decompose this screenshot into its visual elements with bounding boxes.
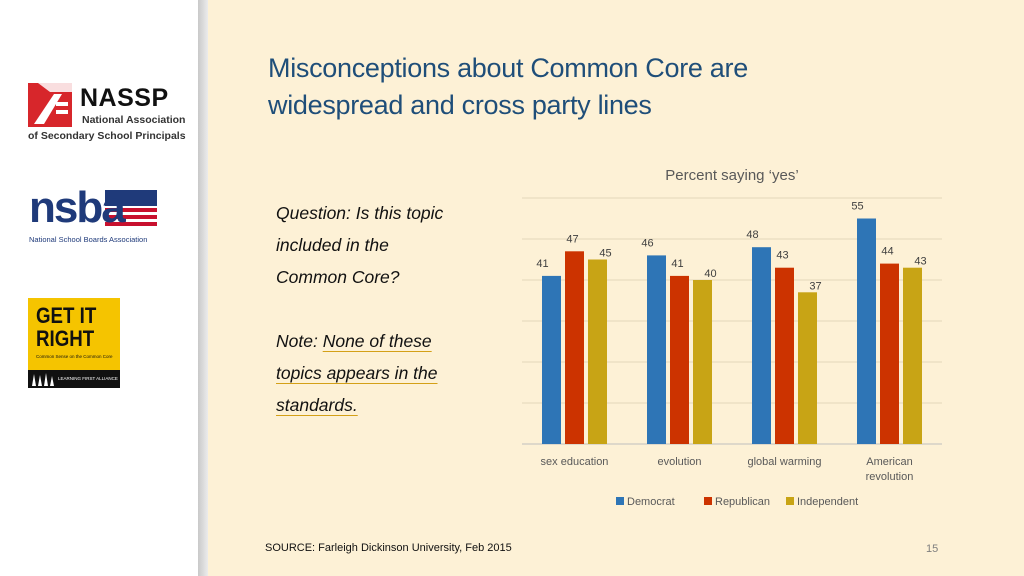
nsba-subtitle: National School Boards Association [29, 235, 148, 244]
source-note: SOURCE: Farleigh Dickinson University, F… [265, 542, 512, 554]
nassp-subtitle-1: National Association [82, 114, 186, 126]
data-label: 55 [851, 201, 863, 213]
note-underlined-3: standards. [276, 395, 358, 415]
question-text: Question: Is this topic included in the … [276, 197, 486, 293]
question-line: included in the [276, 235, 389, 255]
note-underlined-1: None of these [322, 331, 432, 351]
data-label: 43 [914, 256, 926, 268]
gir-subtitle: Common Sense on the Common Core [36, 354, 113, 359]
bar-republican [775, 267, 794, 444]
page-number: 15 [926, 543, 939, 555]
chart-title: Percent saying ‘yes’ [665, 167, 798, 184]
bar-republican [670, 275, 689, 444]
slide-title: Misconceptions about Common Core are wid… [268, 50, 908, 124]
bar-independent [693, 280, 712, 444]
gir-line-2: RIGHT [36, 326, 95, 351]
bar-independent [798, 292, 817, 444]
nsba-name: nsba [29, 183, 126, 232]
nassp-flag-icon [28, 83, 72, 127]
sidebar-divider [198, 0, 208, 576]
bar-independent [588, 259, 607, 444]
data-label: 41 [671, 258, 683, 270]
legend-label: Republican [715, 496, 770, 508]
category-label: sex education [541, 456, 609, 468]
gir-footer-band: LEARNING FIRST ALLIANCE [28, 370, 120, 388]
category-label: evolution [657, 456, 701, 468]
bar-republican [880, 263, 899, 444]
question-line: Common Core? [276, 267, 400, 287]
data-label: 44 [881, 246, 893, 258]
raised-hands-icon [32, 373, 54, 386]
bar-democrat [752, 247, 771, 444]
bar-independent [903, 267, 922, 444]
note-underlined-2: topics appears in the [276, 363, 438, 383]
data-label: 41 [536, 258, 548, 270]
legend-label: Democrat [627, 496, 675, 508]
note-prefix: Note: [276, 331, 323, 351]
bar-democrat [647, 255, 666, 444]
nassp-name: NASSP [80, 84, 169, 112]
data-label: 46 [641, 237, 653, 249]
bar-republican [565, 251, 584, 444]
nassp-logo: NASSP National Association of Secondary … [28, 80, 193, 146]
nsba-flag-icon [29, 188, 161, 232]
nassp-subtitle-2: of Secondary School Principals [28, 130, 186, 142]
category-label: revolution [866, 471, 914, 483]
gir-footer: LEARNING FIRST ALLIANCE [58, 376, 118, 381]
data-label: 37 [809, 280, 821, 292]
bar-democrat [542, 275, 561, 444]
legend-swatch [616, 497, 624, 505]
title-line-2: widespread and cross party lines [268, 90, 652, 120]
category-label: American [866, 456, 912, 468]
legend-label: Independent [797, 496, 858, 508]
title-line-1: Misconceptions about Common Core are [268, 53, 748, 83]
data-label: 43 [776, 250, 788, 262]
nsba-logo: nsba National School Boards Association [29, 184, 161, 246]
legend-swatch [786, 497, 794, 505]
gir-line-1: GET IT [36, 303, 97, 328]
data-label: 47 [566, 233, 578, 245]
get-it-right-logo: GET IT RIGHT Common Sense on the Common … [28, 298, 120, 388]
legend-swatch [704, 497, 712, 505]
data-label: 45 [599, 248, 611, 260]
category-label: global warming [748, 456, 822, 468]
question-line: Question: Is this topic [276, 203, 444, 223]
data-label: 48 [746, 229, 758, 241]
bar-democrat [857, 218, 876, 444]
data-label: 40 [704, 268, 716, 280]
note-text: Note: None of these topics appears in th… [276, 325, 486, 421]
